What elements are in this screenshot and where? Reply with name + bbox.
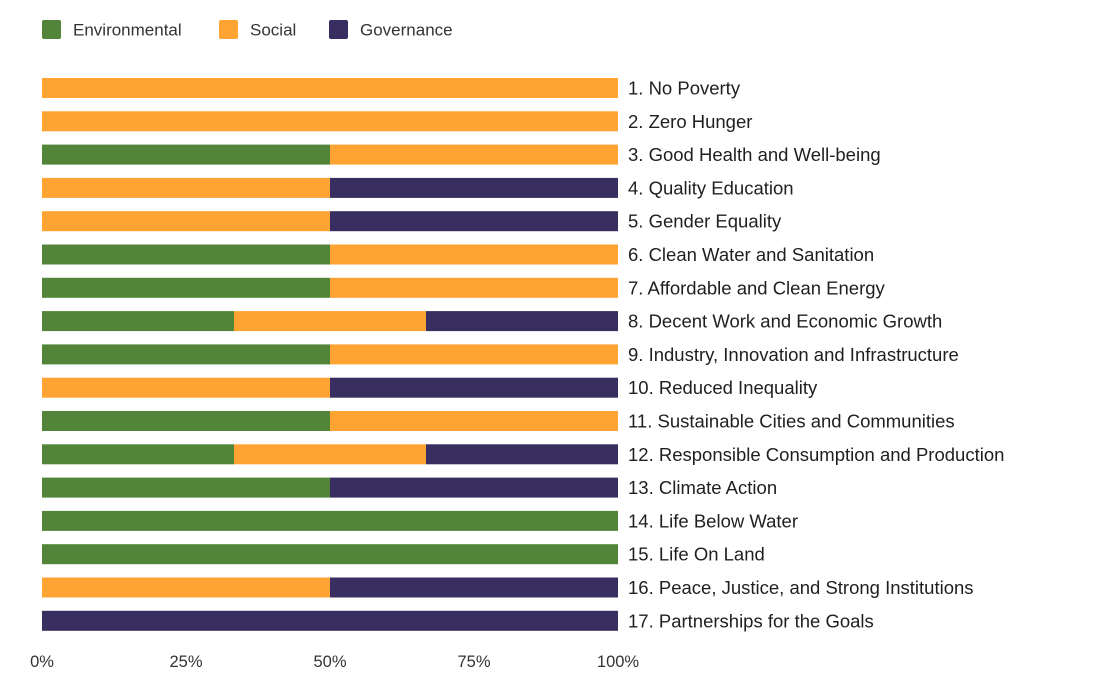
x-tick-label-50: 50%	[313, 653, 346, 671]
legend: Environmental Social Governance	[42, 20, 453, 40]
legend-swatch-social	[219, 20, 238, 39]
bar-row-4	[42, 177, 618, 198]
category-label-14: 14. Life Below Water	[628, 510, 798, 531]
bar-segment-7-environmental	[42, 277, 330, 298]
bar-row-6	[42, 244, 618, 265]
bar-segment-10-governance	[330, 377, 618, 398]
bar-row-11	[42, 411, 618, 431]
category-label-9: 9. Industry, Innovation and Infrastructu…	[628, 344, 959, 365]
legend-label-social: Social	[250, 21, 296, 40]
bar-segment-7-social	[330, 277, 618, 298]
bar-segment-15-environmental	[42, 544, 618, 565]
bar-row-1	[42, 78, 618, 98]
legend-item-environmental[interactable]: Environmental	[42, 20, 182, 40]
category-label-6: 6. Clean Water and Sanitation	[628, 244, 874, 265]
category-label-3: 3. Good Health and Well-being	[628, 144, 881, 165]
bar-row-9	[42, 344, 618, 365]
bar-row-7	[42, 277, 618, 298]
x-tick-label-25: 25%	[169, 653, 202, 671]
category-label-8: 8. Decent Work and Economic Growth	[628, 311, 942, 332]
bar-segment-6-environmental	[42, 244, 330, 265]
category-label-12: 12. Responsible Consumption and Producti…	[628, 444, 1004, 465]
bar-segment-11-environmental	[42, 411, 330, 431]
bar-row-14	[42, 510, 618, 531]
bar-row-2	[42, 111, 618, 132]
category-label-4: 4. Quality Education	[628, 177, 794, 198]
legend-label-governance: Governance	[360, 21, 453, 40]
bar-row-3	[42, 144, 618, 165]
bar-segment-13-environmental	[42, 477, 330, 498]
category-label-13: 13. Climate Action	[628, 477, 777, 498]
x-tick-label-0: 0%	[30, 653, 54, 671]
bar-row-8	[42, 311, 618, 332]
bar-segment-8-governance	[426, 311, 618, 332]
x-tick-label-100: 100%	[597, 653, 640, 671]
bar-segment-12-governance	[426, 444, 618, 465]
category-labels: 1. No Poverty 2. Zero Hunger 3. Good Healt…	[628, 78, 1004, 632]
bar-row-12	[42, 444, 618, 465]
category-label-15: 15. Life On Land	[628, 544, 765, 565]
bar-segment-1-social	[42, 78, 618, 98]
category-label-7: 7. Affordable and Clean Energy	[628, 277, 886, 298]
legend-swatch-governance	[329, 20, 348, 39]
category-label-10: 10. Reduced Inequality	[628, 377, 818, 398]
bar-segment-17-governance	[42, 610, 618, 631]
legend-label-environmental: Environmental	[73, 21, 182, 40]
bar-segment-5-governance	[330, 211, 618, 232]
bar-segment-5-social	[42, 211, 330, 232]
bar-segment-16-social	[42, 577, 330, 598]
bar-segment-10-social	[42, 377, 330, 398]
category-label-1: 1. No Poverty	[628, 78, 741, 99]
bar-segment-11-social	[330, 411, 618, 431]
legend-item-governance[interactable]: Governance	[329, 20, 453, 40]
bar-segment-3-environmental	[42, 144, 330, 165]
bar-segment-3-social	[330, 144, 618, 165]
bar-segment-2-social	[42, 111, 618, 132]
bar-row-10	[42, 377, 618, 398]
bar-segment-9-social	[330, 344, 618, 365]
bar-segment-13-governance	[330, 477, 618, 498]
bar-segment-6-social	[330, 244, 618, 265]
bar-segment-12-environmental	[42, 444, 234, 465]
x-axis-ticks: 0% 25% 50% 75% 100%	[30, 653, 639, 671]
bar-row-16	[42, 577, 618, 598]
bar-row-5	[42, 211, 618, 232]
category-label-17: 17. Partnerships for the Goals	[628, 610, 874, 631]
bar-segment-12-social	[234, 444, 426, 465]
bars	[42, 78, 618, 631]
category-label-11: 11. Sustainable Cities and Communities	[628, 411, 955, 432]
legend-swatch-environmental	[42, 20, 61, 39]
x-tick-label-75: 75%	[457, 653, 490, 671]
bar-segment-4-social	[42, 177, 330, 198]
category-label-2: 2. Zero Hunger	[628, 111, 752, 132]
bar-segment-8-social	[234, 311, 426, 332]
bar-segment-14-environmental	[42, 510, 618, 531]
legend-item-social[interactable]: Social	[219, 20, 296, 40]
bar-row-17	[42, 610, 618, 631]
bar-segment-8-environmental	[42, 311, 234, 332]
bar-row-15	[42, 544, 618, 565]
bar-row-13	[42, 477, 618, 498]
bar-segment-4-governance	[330, 177, 618, 198]
bar-segment-9-environmental	[42, 344, 330, 365]
category-label-5: 5. Gender Equality	[628, 211, 782, 232]
category-label-16: 16. Peace, Justice, and Strong Instituti…	[628, 577, 974, 598]
bar-segment-16-governance	[330, 577, 618, 598]
